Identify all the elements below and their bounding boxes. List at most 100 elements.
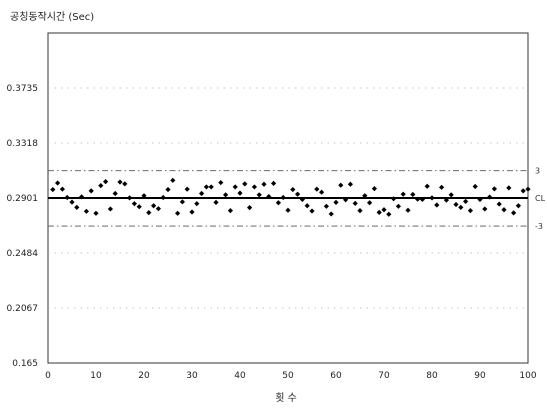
y-tick-label: 0.2901 <box>7 194 39 204</box>
data-point <box>333 199 339 205</box>
data-point <box>439 184 445 190</box>
data-point <box>400 191 406 197</box>
data-point <box>261 181 267 187</box>
data-point <box>160 194 166 201</box>
data-point <box>208 184 214 190</box>
data-point <box>151 203 157 209</box>
data-point <box>175 210 181 216</box>
data-point <box>496 201 502 207</box>
data-point <box>381 207 387 213</box>
data-point <box>448 192 454 198</box>
x-axis-label: 횟 수 <box>275 392 297 404</box>
data-point <box>83 208 89 214</box>
data-point <box>290 186 296 193</box>
data-point <box>271 180 277 186</box>
data-point <box>242 181 248 187</box>
data-point <box>93 210 99 216</box>
x-tick-label: 40 <box>234 371 246 381</box>
data-point <box>59 186 65 192</box>
data-point <box>280 194 286 201</box>
reference-label: -3 <box>535 222 543 231</box>
data-point <box>434 202 440 208</box>
data-point <box>155 206 161 212</box>
data-point <box>395 203 401 209</box>
data-point <box>314 186 320 192</box>
data-point <box>386 211 392 217</box>
data-point <box>165 186 171 193</box>
data-point <box>194 201 200 207</box>
data-point <box>227 208 233 214</box>
data-point <box>487 194 493 200</box>
y-tick-label: 0.2484 <box>7 249 39 259</box>
data-point <box>218 179 224 186</box>
data-point <box>223 192 229 198</box>
y-tick-label: 0.165 <box>12 359 38 369</box>
data-point <box>74 204 80 210</box>
y-tick-label: 0.3735 <box>7 84 39 94</box>
data-point <box>64 194 70 201</box>
data-point <box>199 190 205 197</box>
data-point <box>146 210 152 216</box>
data-point <box>55 180 61 186</box>
x-tick-label: 10 <box>90 371 102 381</box>
chart-title: 공칭동작시간 (Sec) <box>10 11 94 23</box>
data-point <box>343 197 349 203</box>
data-point <box>122 181 128 187</box>
data-point <box>472 183 478 190</box>
data-point <box>424 183 430 189</box>
data-point <box>275 200 281 206</box>
y-tick-label: 0.2067 <box>7 304 39 314</box>
reference-label: 3 <box>535 167 540 176</box>
data-point <box>69 199 75 205</box>
reference-label: CL <box>535 194 546 203</box>
data-point <box>189 209 195 215</box>
y-tick-labels: 0.165 0.2067 0.2484 0.2901 0.3318 0.3735 <box>7 84 39 369</box>
x-tick-labels: 0 10 20 30 40 50 60 70 80 90 100 <box>45 371 537 381</box>
data-point <box>112 190 118 197</box>
data-point <box>237 190 243 196</box>
data-point <box>352 200 358 207</box>
data-point <box>103 179 109 185</box>
data-point <box>338 182 344 188</box>
data-point <box>170 177 176 183</box>
x-tick-label: 30 <box>186 371 198 381</box>
data-point <box>304 203 310 209</box>
data-point <box>256 192 262 198</box>
data-point <box>131 201 137 207</box>
data-point <box>179 199 185 205</box>
data-point <box>328 211 334 217</box>
data-point <box>323 203 329 209</box>
data-point <box>79 194 85 200</box>
data-point <box>419 196 425 203</box>
x-tick-label: 100 <box>519 371 536 381</box>
data-point <box>443 197 449 203</box>
data-point <box>247 205 253 211</box>
data-point <box>295 191 301 197</box>
data-point <box>98 183 104 189</box>
x-tick-label: 60 <box>330 371 342 381</box>
data-point <box>511 210 517 216</box>
data-point <box>107 206 113 212</box>
data-point <box>467 208 473 214</box>
data-points <box>50 177 531 217</box>
data-point <box>362 193 368 199</box>
data-point <box>415 196 421 202</box>
data-point <box>88 188 94 194</box>
data-point <box>376 209 382 215</box>
data-point <box>184 186 190 192</box>
data-point <box>525 186 531 192</box>
data-point <box>506 185 512 191</box>
x-tick-label: 70 <box>378 371 390 381</box>
reference-lines <box>48 170 528 227</box>
data-point <box>117 179 123 185</box>
y-tick-label: 0.3318 <box>7 139 39 149</box>
x-tick-label: 50 <box>282 371 294 381</box>
data-point <box>309 208 315 214</box>
data-point <box>136 204 142 210</box>
data-point <box>299 196 305 203</box>
data-point <box>501 207 507 213</box>
data-point <box>347 181 353 187</box>
data-point <box>357 208 363 214</box>
data-point <box>232 184 238 190</box>
